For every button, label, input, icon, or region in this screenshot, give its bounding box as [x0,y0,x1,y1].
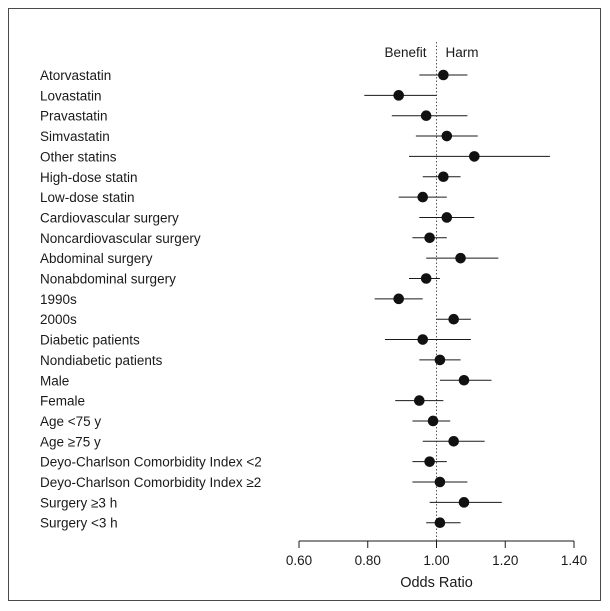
odds-ratio-point [438,171,449,183]
forest-row: Age ≥75 y [40,434,485,449]
row-label: Male [40,373,69,388]
odds-ratio-point [414,395,425,406]
forest-row: High-dose statin [40,170,461,185]
harm-direction-label: Harm [446,45,479,60]
odds-ratio-point [434,517,446,528]
forest-row: Surgery <3 h [40,516,461,531]
row-label: Cardiovascular surgery [40,210,179,225]
row-label: Noncardiovascular surgery [40,231,201,246]
forest-row: Lovastatin [40,88,437,103]
forest-row: Female [40,394,444,409]
row-label: Atorvastatin [40,68,111,83]
forest-row: Surgery ≥3 h [40,495,502,510]
row-label: Low-dose statin [40,190,135,205]
forest-row: Age <75 y [40,414,451,429]
odds-ratio-point [455,252,466,264]
forest-row: Male [40,373,492,388]
odds-ratio-point [448,436,459,447]
odds-ratio-point [424,232,435,244]
forest-plot: Benefit Harm Atorvastatin Lovastatin Prava… [40,42,587,591]
odds-ratio-point [458,374,470,386]
odds-ratio-point [441,212,453,223]
x-axis: 0.60 0.80 1.00 1.20 1.40 [286,540,587,568]
forest-row: Noncardiovascular surgery [40,231,447,246]
odds-ratio-point [438,69,449,81]
row-label: Nonabdominal surgery [40,272,176,287]
x-tick-label: 0.60 [286,553,312,568]
row-label: Pravastatin [40,109,108,124]
odds-ratio-point [420,273,432,284]
row-label: Diabetic patients [40,333,140,348]
odds-ratio-point [424,456,435,467]
forest-row: Simvastatin [40,129,478,144]
forest-row: Abdominal surgery [40,251,499,266]
row-label: Simvastatin [40,129,110,144]
row-label: 2000s [40,312,77,327]
odds-ratio-point [441,130,453,142]
row-label: Abdominal surgery [40,251,153,266]
odds-ratio-point [393,90,404,101]
odds-ratio-point [434,354,446,366]
x-tick-label: 1.20 [492,553,518,568]
row-label: 1990s [40,292,77,307]
forest-row: Nonabdominal surgery [40,272,440,287]
forest-row: Nondiabetic patients [40,353,461,368]
forest-row: Cardiovascular surgery [40,210,475,225]
forest-row: 1990s [40,292,423,307]
x-tick-label: 1.00 [423,553,449,568]
x-tick-label: 1.40 [561,553,587,568]
row-label: Female [40,394,85,409]
forest-row: Other statins [40,149,550,164]
odds-ratio-point [469,151,480,162]
forest-row: 2000s [40,312,471,327]
odds-ratio-point [427,415,439,427]
forest-row: Deyo-Charlson Comorbidity Index <2 [40,455,447,470]
odds-ratio-point [420,110,432,121]
row-label: Deyo-Charlson Comorbidity Index <2 [40,455,262,470]
row-label: Surgery ≥3 h [40,495,117,510]
forest-row: Diabetic patients [40,333,471,348]
row-label: High-dose statin [40,170,138,185]
odds-ratio-point [448,313,459,325]
row-label: Age <75 y [40,414,101,429]
row-label: Other statins [40,149,117,164]
odds-ratio-point [417,334,429,345]
forest-row: Pravastatin [40,109,468,124]
odds-ratio-point [458,497,470,508]
x-tick-label: 0.80 [355,553,381,568]
row-label: Lovastatin [40,88,102,103]
forest-row: Low-dose statin [40,190,447,205]
forest-row: Atorvastatin [40,68,468,83]
chart-frame: Benefit Harm Atorvastatin Lovastatin Prava… [8,8,601,601]
x-axis-title: Odds Ratio [400,575,473,591]
row-label: Deyo-Charlson Comorbidity Index ≥2 [40,475,261,490]
odds-ratio-point [434,476,446,488]
odds-ratio-point [417,191,429,203]
forest-row: Deyo-Charlson Comorbidity Index ≥2 [40,475,468,490]
benefit-direction-label: Benefit [384,45,426,60]
row-label: Age ≥75 y [40,434,101,449]
row-label: Nondiabetic patients [40,353,163,368]
row-label: Surgery <3 h [40,516,118,531]
odds-ratio-point [393,293,404,305]
forest-rows: Atorvastatin Lovastatin Pravastatin Simvast… [40,68,550,531]
